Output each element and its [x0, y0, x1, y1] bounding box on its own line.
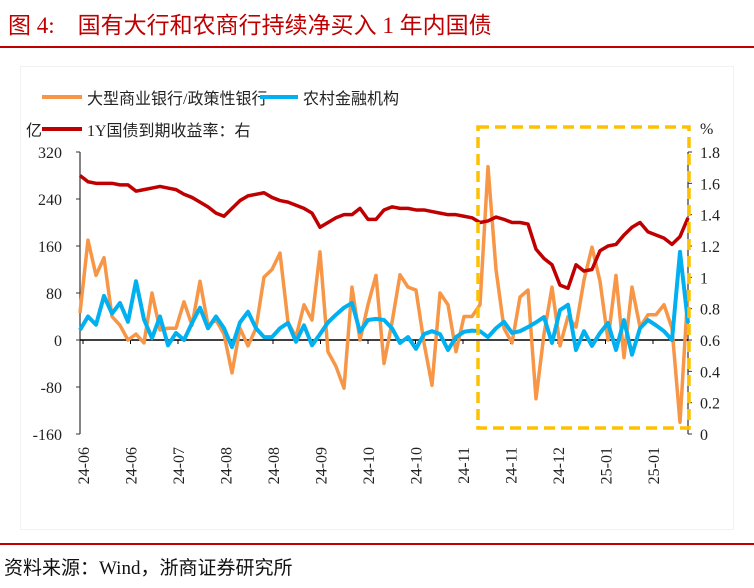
left-tick-label: -80 [41, 380, 62, 397]
right-tick-label: 1.2 [700, 239, 720, 256]
series-large-banks-line [78, 164, 690, 424]
highlight-box [476, 125, 691, 430]
x-tick-label: 25-01 [646, 447, 663, 484]
right-tick-label: 0.2 [700, 396, 720, 413]
right-tick-label: 1.4 [700, 208, 720, 225]
x-tick-label: 24-10 [409, 447, 426, 484]
figure-title: 图 4: 国有大行和农商行持续净买入 1 年内国债 [8, 13, 492, 38]
right-tick-label: 1 [700, 270, 708, 287]
x-tick-label: 24-08 [266, 447, 283, 484]
x-tick-label: 24-08 [219, 447, 236, 484]
left-axis-unit: 亿 [26, 122, 42, 140]
x-tick-label: 24-09 [314, 447, 331, 484]
x-tick-label: 25-01 [599, 447, 616, 484]
left-tick-label: 80 [46, 286, 62, 303]
x-tick-label: 24-10 [361, 447, 378, 484]
source-note: 资料来源：Wind，浙商证券研究所 [4, 558, 293, 579]
right-tick-label: 0.8 [700, 302, 720, 319]
footer-rule [0, 543, 754, 545]
x-tick-label: 24-12 [551, 447, 568, 484]
series-large-banks [78, 164, 690, 424]
left-tick-label: -160 [33, 427, 62, 444]
left-tick-label: 320 [38, 145, 62, 162]
right-tick-label: 0.4 [700, 364, 720, 381]
left-tick-label: 160 [38, 239, 62, 256]
x-tick-label: 24-07 [171, 447, 188, 484]
x-tick-label: 24-11 [456, 447, 473, 484]
x-tick-label: 24-06 [124, 447, 141, 484]
right-tick-label: 0 [700, 427, 708, 444]
left-tick-label: 240 [38, 192, 62, 209]
chart-frame [20, 66, 734, 530]
title-rule [0, 46, 754, 48]
legend-label-orange: 大型商业银行/政策性银行 [87, 90, 267, 108]
left-tick-label: 0 [54, 333, 62, 350]
legend: 大型商业银行/政策性银行 农村金融机构 1Y国债到期收益率：右 [42, 90, 399, 140]
right-tick-label: 0.6 [700, 333, 720, 350]
right-axis-unit: % [700, 121, 713, 138]
x-tick-label: 24-06 [76, 447, 93, 484]
series-rural-banks [78, 249, 690, 357]
right-tick-label: 1.6 [700, 176, 720, 193]
series-1y-yield [78, 174, 690, 291]
right-tick-label: 1.8 [700, 145, 720, 162]
legend-label-red: 1Y国债到期收益率：右 [87, 122, 251, 140]
legend-label-blue: 农村金融机构 [303, 90, 399, 108]
x-tick-label: 24-11 [504, 447, 521, 484]
